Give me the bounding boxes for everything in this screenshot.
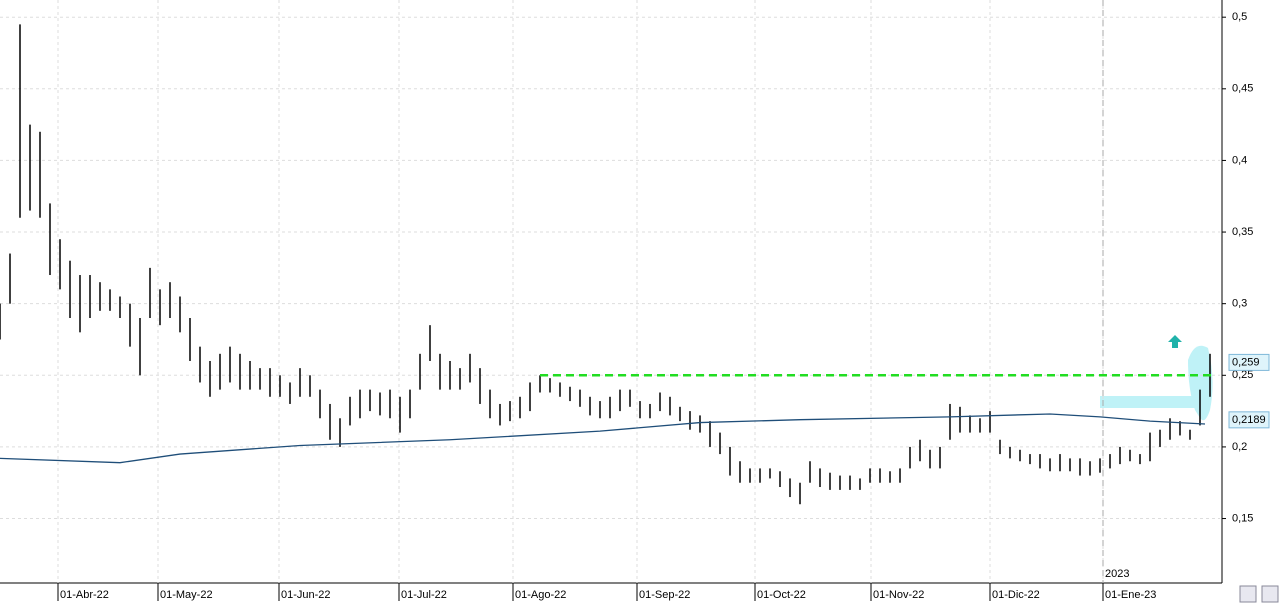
price-label: 0,259 [1232, 356, 1260, 368]
x-tick-label: 01-Oct-22 [757, 589, 806, 601]
y-tick-label: 0,4 [1232, 154, 1247, 166]
save-button[interactable] [1261, 585, 1279, 603]
y-tick-label: 0,15 [1232, 512, 1253, 524]
y-tick-label: 0,2 [1232, 441, 1247, 453]
x-tick-label: 01-Abr-22 [60, 589, 109, 601]
x-tick-label: 01-Ago-22 [515, 589, 566, 601]
y-tick-label: 0,3 [1232, 298, 1247, 310]
x-tick-label: 01-Jun-22 [281, 589, 331, 601]
year-label: 2023 [1105, 568, 1129, 580]
price-label: 0,2189 [1232, 414, 1266, 426]
highlight-band [1100, 396, 1200, 408]
x-tick-label: 01-Nov-22 [873, 589, 924, 601]
scroll-button[interactable] [1239, 585, 1257, 603]
y-tick-label: 0,45 [1232, 83, 1253, 95]
x-tick-label: 01-Ene-23 [1105, 589, 1156, 601]
y-tick-label: 0,25 [1232, 369, 1253, 381]
price-label-box [1228, 353, 1270, 371]
x-tick-label: 01-Jul-22 [401, 589, 447, 601]
price-label-box [1228, 411, 1270, 429]
x-tick-label: 01-May-22 [160, 589, 213, 601]
moving-average [0, 413, 1206, 464]
y-tick-label: 0,35 [1232, 226, 1253, 238]
y-tick-label: 0,5 [1232, 11, 1247, 23]
x-tick-label: 01-Sep-22 [639, 589, 690, 601]
up-arrow[interactable] [1168, 335, 1182, 348]
x-tick-label: 01-Dic-22 [992, 589, 1040, 601]
